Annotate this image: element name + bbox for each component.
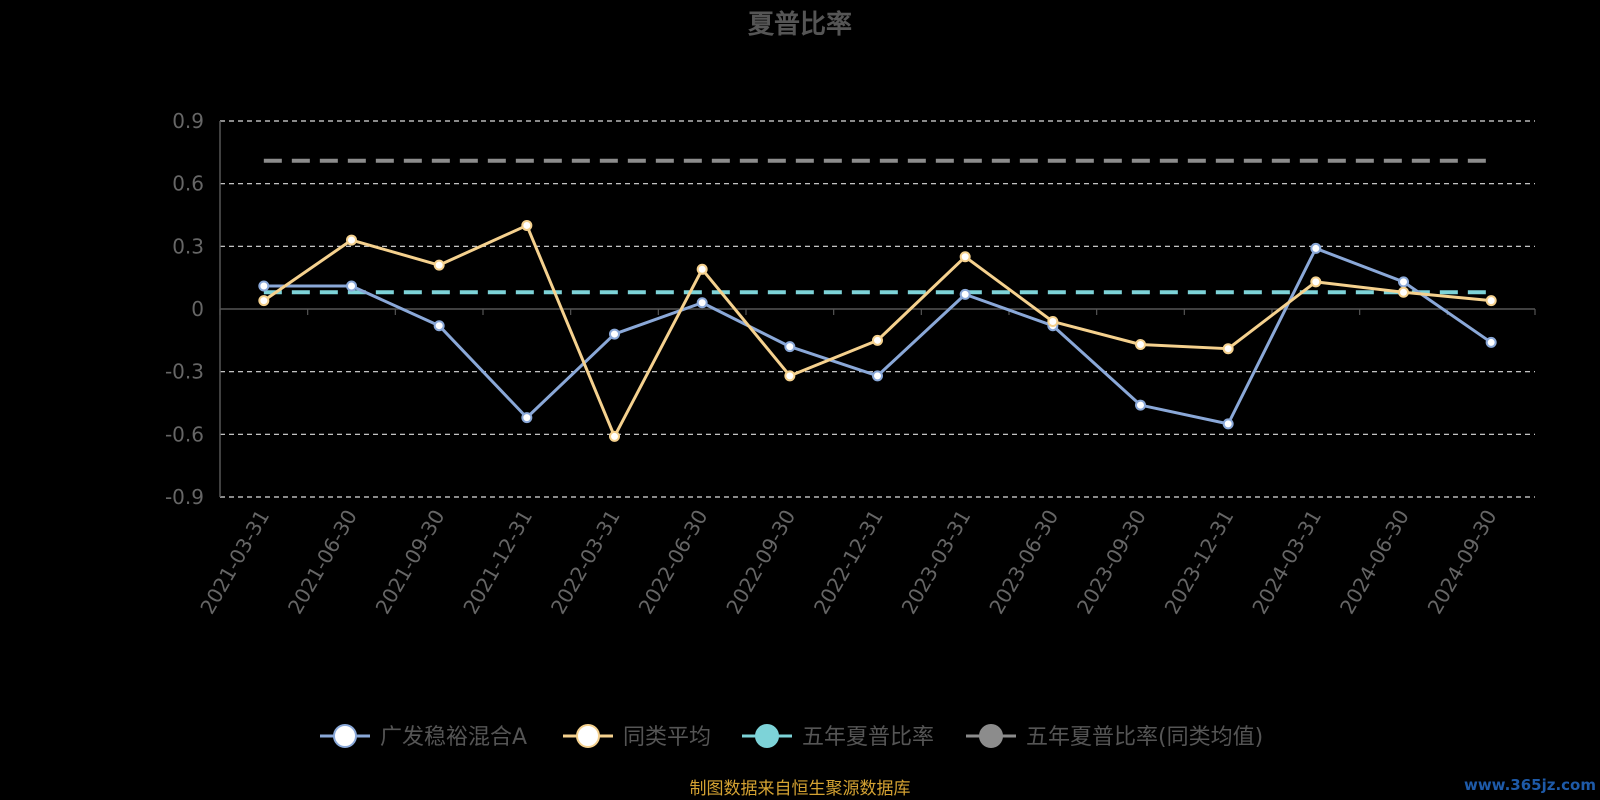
x-tick-label: 2022-06-30 bbox=[634, 506, 713, 619]
data-point bbox=[258, 280, 270, 292]
series-line bbox=[262, 223, 1492, 438]
y-tick-label: 0 bbox=[191, 297, 204, 321]
x-tick-label: 2022-12-31 bbox=[809, 506, 888, 619]
source-note: 制图数据来自恒生聚源数据库 bbox=[690, 779, 911, 799]
data-point bbox=[1135, 339, 1146, 351]
legend-marker bbox=[333, 724, 357, 748]
data-point bbox=[1485, 295, 1497, 307]
data-point bbox=[1485, 336, 1497, 348]
chart-title: 夏普比率 bbox=[748, 9, 852, 40]
y-tick-label: 0.6 bbox=[172, 172, 204, 196]
data-point bbox=[784, 370, 796, 382]
x-tick-label: 2023-09-30 bbox=[1072, 506, 1151, 619]
data-point bbox=[258, 295, 270, 307]
x-tick-label: 2023-03-31 bbox=[897, 506, 976, 619]
data-point bbox=[1222, 343, 1234, 355]
data-point bbox=[609, 430, 620, 442]
y-tick-label: -0.3 bbox=[165, 360, 204, 384]
watermark: www.365jz.com bbox=[1464, 776, 1596, 794]
legend-marker bbox=[979, 724, 1003, 748]
data-point bbox=[1398, 276, 1409, 288]
data-point bbox=[1135, 399, 1146, 411]
data-point bbox=[872, 334, 883, 346]
data-point bbox=[609, 328, 620, 340]
data-point bbox=[696, 297, 708, 309]
x-tick-label: 2023-12-31 bbox=[1160, 506, 1239, 619]
data-point bbox=[521, 412, 533, 424]
data-point bbox=[1398, 286, 1409, 298]
legend-item[interactable]: 广发稳裕混合A bbox=[320, 724, 527, 750]
data-point bbox=[346, 280, 357, 292]
x-tick-label: 2021-06-30 bbox=[283, 506, 362, 619]
x-tick-label: 2024-09-30 bbox=[1423, 506, 1502, 619]
data-point bbox=[1310, 242, 1322, 254]
legend-label: 广发稳裕混合A bbox=[380, 725, 527, 750]
legend[interactable]: 广发稳裕混合A 同类平均 五年夏普比率 五年夏普比率(同类均值) bbox=[320, 724, 1263, 750]
legend-marker bbox=[576, 724, 600, 748]
y-tick-label: -0.6 bbox=[165, 422, 204, 446]
x-tick-label: 2022-09-30 bbox=[721, 506, 800, 619]
legend-item[interactable]: 五年夏普比率(同类均值) bbox=[966, 724, 1263, 750]
data-point bbox=[872, 370, 883, 382]
data-point bbox=[346, 234, 357, 246]
x-tick-label: 2021-09-30 bbox=[371, 505, 450, 618]
data-point bbox=[1047, 316, 1059, 328]
x-tick-label: 2022-03-31 bbox=[546, 506, 625, 619]
x-tick-label: 2023-06-30 bbox=[984, 506, 1063, 619]
data-point bbox=[959, 251, 971, 263]
legend-label: 五年夏普比率 bbox=[802, 725, 934, 750]
series-layer bbox=[258, 158, 1497, 442]
data-point bbox=[696, 263, 708, 275]
data-point bbox=[521, 219, 533, 231]
x-tick-label: 2021-03-31 bbox=[195, 506, 274, 619]
x-tick-label: 2021-12-31 bbox=[458, 506, 537, 619]
series-1 bbox=[258, 219, 1497, 442]
data-point bbox=[784, 341, 796, 353]
data-point bbox=[433, 320, 445, 332]
legend-label: 同类平均 bbox=[623, 725, 711, 750]
data-point bbox=[1310, 276, 1322, 288]
legend-item[interactable]: 同类平均 bbox=[563, 724, 711, 750]
y-tick-label: -0.9 bbox=[165, 485, 204, 509]
data-point bbox=[1222, 418, 1234, 430]
legend-label: 五年夏普比率(同类均值) bbox=[1026, 725, 1263, 750]
data-point bbox=[959, 288, 971, 300]
legend-item[interactable]: 五年夏普比率 bbox=[742, 724, 934, 750]
data-point bbox=[433, 259, 445, 271]
y-tick-label: 0.9 bbox=[172, 109, 204, 133]
legend-marker bbox=[755, 724, 779, 748]
x-tick-label: 2024-03-31 bbox=[1247, 506, 1326, 619]
y-tick-label: 0.3 bbox=[172, 234, 204, 258]
x-tick-label: 2024-06-30 bbox=[1335, 506, 1414, 619]
series-0 bbox=[258, 242, 1497, 430]
